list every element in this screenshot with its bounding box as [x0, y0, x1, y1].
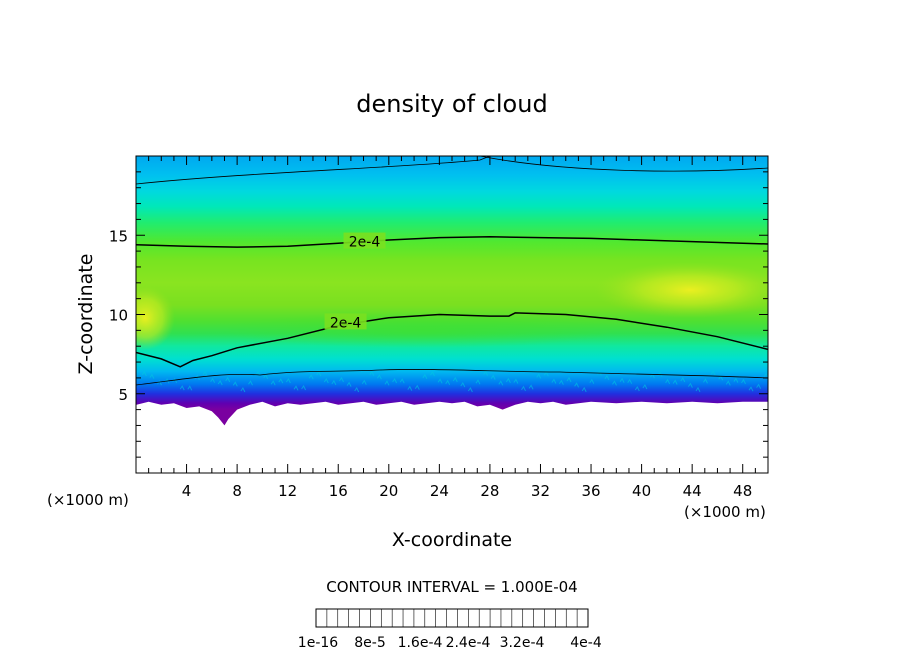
- colorbar-frame: [315, 608, 589, 628]
- colorbar-label: 1.6e-4: [398, 635, 443, 651]
- x-tick-label: 4: [182, 482, 192, 500]
- colorbar-label: 4e-4: [570, 635, 602, 651]
- cloud-free-region: [136, 401, 768, 473]
- x-tick-label: 44: [683, 482, 702, 500]
- x-tick-label: 40: [632, 482, 651, 500]
- contour-label: 2e-4: [330, 315, 362, 331]
- contour-top: [136, 156, 491, 185]
- contour-2e-4-line: [136, 236, 768, 248]
- colorbar-labels: 1e-16 8e-5 1.6e-4 2.4e-4 3.2e-4 4e-4: [298, 635, 602, 651]
- colorbar-label: 1e-16: [298, 635, 338, 651]
- colorbar: [315, 608, 589, 628]
- mid-band: [220, 312, 620, 348]
- contour-labels: 2e-4 2e-4: [324, 232, 386, 331]
- contour-2e-4-line: [136, 312, 768, 368]
- contour-label-bg: [324, 313, 367, 330]
- y-axis-label: Z-coordinate: [75, 254, 97, 375]
- x-tick-label: 48: [733, 482, 752, 500]
- colorbar-label: 2.4e-4: [446, 635, 491, 651]
- y-tick-label: 15: [109, 227, 128, 245]
- x-tick-label: 24: [430, 482, 449, 500]
- x-tick-label: 12: [278, 482, 297, 500]
- x-unit-label-right: (×1000 m): [684, 503, 766, 521]
- x-tick-label: 8: [232, 482, 242, 500]
- contour-interval-label: CONTOUR INTERVAL = 1.000E-04: [326, 578, 577, 596]
- x-tick-label: 36: [581, 482, 600, 500]
- contour-label-bg: [343, 232, 386, 249]
- x-tick-label: 16: [329, 482, 348, 500]
- turbulent-boundary: [141, 370, 768, 393]
- colorbar-label: 8e-5: [354, 635, 385, 651]
- x-unit-label-left: (×1000 m): [47, 491, 129, 509]
- y-tick-label: 10: [109, 307, 128, 325]
- contour-top-right: [479, 156, 768, 172]
- x-tick-label: 20: [379, 482, 398, 500]
- x-tick-label: 32: [531, 482, 550, 500]
- x-axis-ticks: 4 8 12 16 20 24 28 32 36 40 44 48: [148, 156, 756, 500]
- plot-field: [136, 156, 768, 473]
- hot-spot-right: [595, 262, 768, 318]
- y-axis-ticks: 5 10 15: [109, 171, 768, 458]
- chart-title: density of cloud: [356, 90, 547, 118]
- x-axis-label: X-coordinate: [392, 529, 512, 551]
- x-tick-label: 28: [480, 482, 499, 500]
- contour-lines: [136, 236, 768, 368]
- contour-label: 2e-4: [349, 235, 381, 251]
- contour-base: [136, 369, 768, 386]
- y-tick-label: 5: [118, 386, 128, 404]
- colorbar-label: 3.2e-4: [500, 635, 545, 651]
- hot-spot-left: [136, 286, 175, 350]
